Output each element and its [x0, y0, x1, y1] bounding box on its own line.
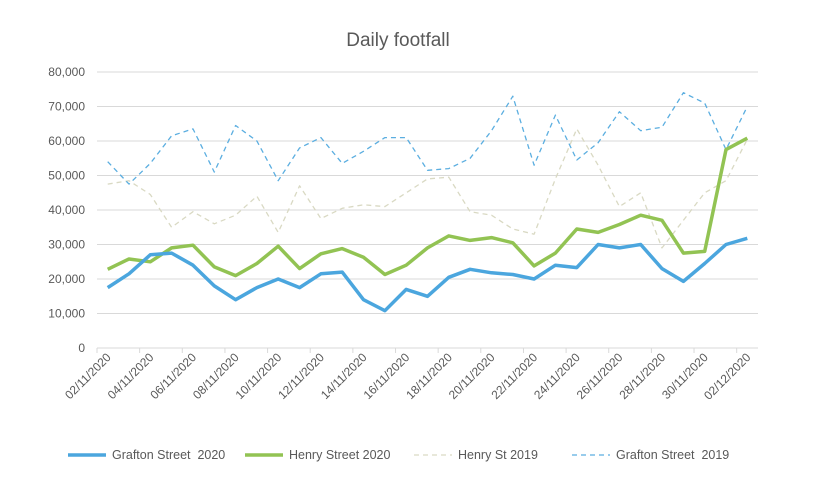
series-line-1	[106, 136, 749, 278]
legend-label: Henry Street 2020	[289, 448, 390, 462]
series-line-2	[107, 128, 748, 249]
legend-label: Grafton Street 2019	[616, 448, 729, 462]
legend-label: Henry St 2019	[458, 448, 538, 462]
chart-title: Daily footfall	[346, 30, 450, 51]
y-tick-label: 30,000	[48, 238, 85, 252]
y-tick-label: 10,000	[48, 307, 85, 321]
y-tick-label: 20,000	[48, 272, 85, 286]
y-tick-label: 60,000	[48, 134, 85, 148]
y-tick-label: 80,000	[48, 65, 85, 79]
x-tick-label: 02/12/2020	[701, 350, 754, 403]
series-line-3	[107, 92, 748, 185]
series-line-0	[106, 236, 748, 313]
y-tick-label: 40,000	[48, 203, 85, 217]
y-tick-label: 70,000	[48, 100, 85, 114]
legend-label: Grafton Street 2020	[112, 448, 225, 462]
y-tick-label: 0	[78, 341, 85, 355]
y-tick-label: 50,000	[48, 169, 85, 183]
